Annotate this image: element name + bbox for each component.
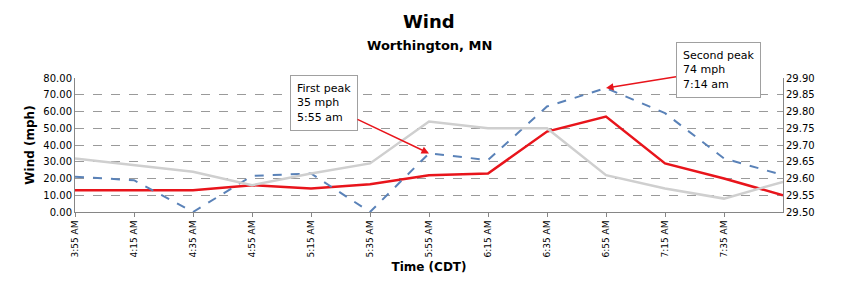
svg-text:29.70: 29.70: [786, 140, 815, 151]
svg-text:40.00: 40.00: [43, 140, 72, 151]
svg-text:4:55 AM: 4:55 AM: [247, 221, 257, 258]
svg-text:6:35 AM: 6:35 AM: [542, 221, 552, 258]
svg-text:5:35 AM: 5:35 AM: [365, 221, 375, 258]
svg-text:29.50: 29.50: [786, 207, 815, 218]
svg-text:First peak35 mph5:55 am: First peak35 mph5:55 am: [297, 82, 351, 124]
svg-text:5:55 AM: 5:55 AM: [424, 221, 434, 258]
svg-text:60.00: 60.00: [43, 106, 72, 117]
svg-text:29.90: 29.90: [786, 73, 815, 84]
svg-text:20.00: 20.00: [43, 173, 72, 184]
svg-text:29.60: 29.60: [786, 173, 815, 184]
svg-text:29.75: 29.75: [786, 123, 815, 134]
svg-text:50.00: 50.00: [43, 123, 72, 134]
svg-text:7:35 AM: 7:35 AM: [719, 221, 729, 258]
svg-text:70.00: 70.00: [43, 89, 72, 100]
svg-text:6:15 AM: 6:15 AM: [483, 221, 493, 258]
svg-text:0.00: 0.00: [50, 207, 72, 218]
svg-text:4:35 AM: 4:35 AM: [188, 221, 198, 258]
svg-text:4:15 AM: 4:15 AM: [129, 221, 139, 258]
svg-text:7:15 AM: 7:15 AM: [660, 221, 670, 258]
svg-text:3:55 AM: 3:55 AM: [70, 221, 80, 258]
svg-text:10.00: 10.00: [43, 190, 72, 201]
svg-text:80.00: 80.00: [43, 73, 72, 84]
svg-text:6:55 AM: 6:55 AM: [601, 221, 611, 258]
svg-text:29.85: 29.85: [786, 89, 815, 100]
svg-text:Time (CDT): Time (CDT): [391, 260, 466, 274]
svg-text:29.55: 29.55: [786, 190, 815, 201]
svg-text:Wind (mph): Wind (mph): [23, 105, 37, 184]
svg-text:29.65: 29.65: [786, 156, 815, 167]
svg-text:5:15 AM: 5:15 AM: [306, 221, 316, 258]
svg-text:Wind: Wind: [403, 11, 455, 32]
svg-text:29.80: 29.80: [786, 106, 815, 117]
svg-text:30.00: 30.00: [43, 156, 72, 167]
svg-text:Worthington, MN: Worthington, MN: [367, 38, 492, 53]
svg-text:Second peak74 mph7:14 am: Second peak74 mph7:14 am: [683, 49, 754, 91]
